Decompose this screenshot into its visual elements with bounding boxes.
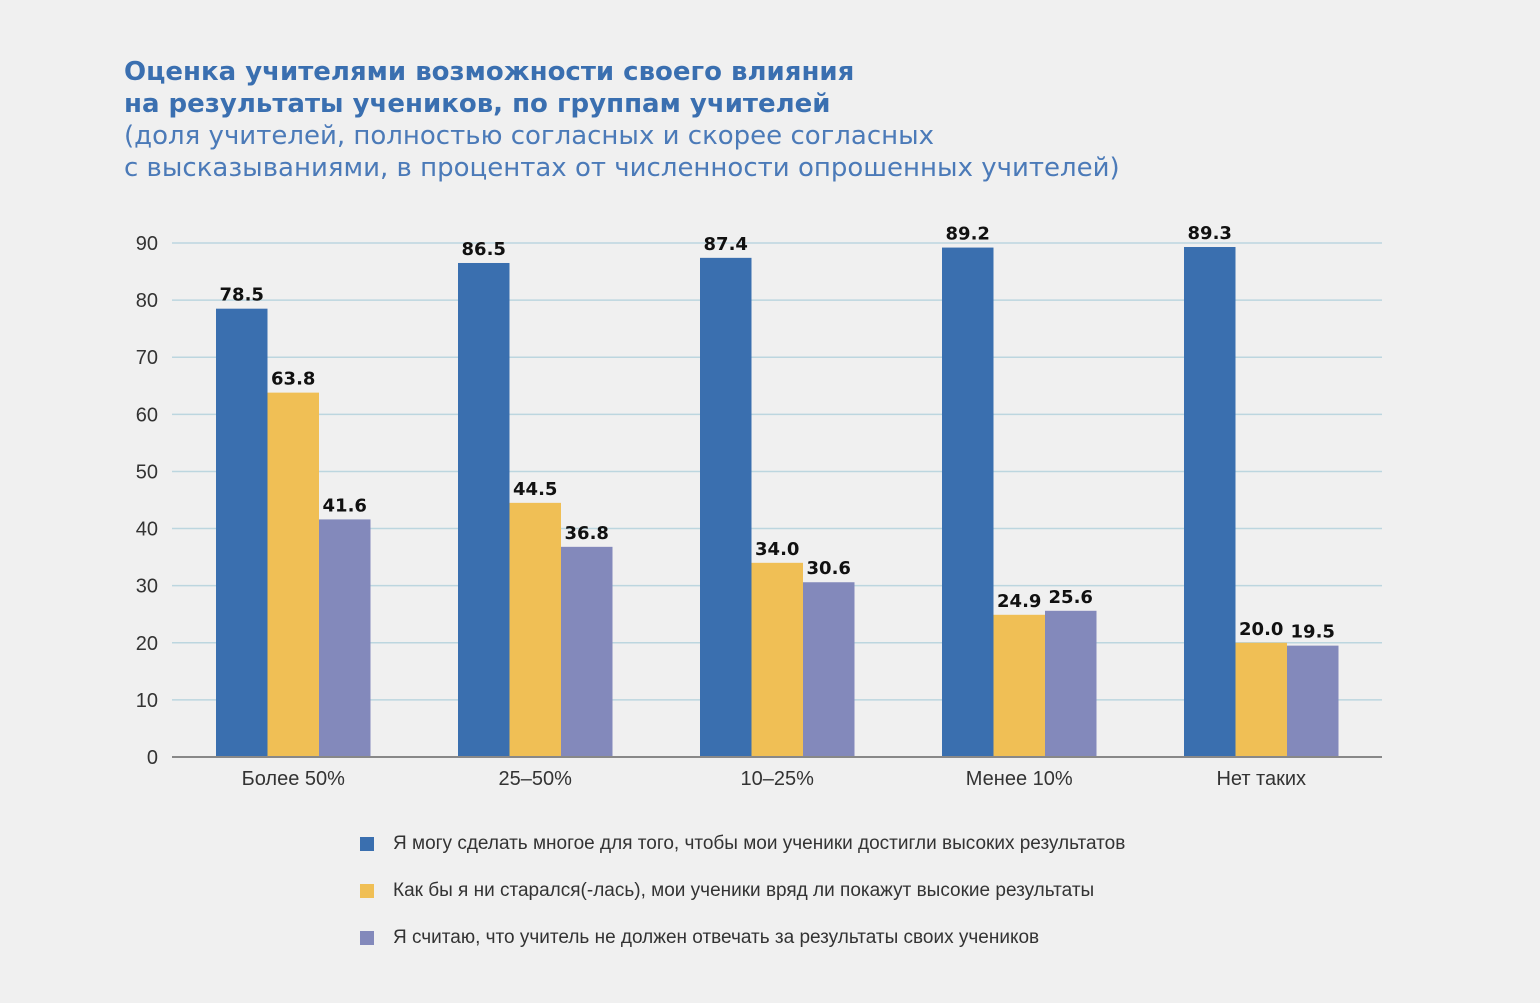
value-label-series-2-cat-5: 20.0 — [1239, 619, 1283, 640]
bar-series-3-cat-2 — [561, 546, 613, 757]
y-tick-label-60: 60 — [136, 404, 158, 426]
x-category-label-5: Нет таких — [1216, 768, 1306, 790]
chart-subtitle-line-1: (доля учителей, полностью согласных и ск… — [124, 121, 935, 151]
legend-item-series-3: Я считаю, что учитель не должен отвечать… — [360, 914, 1125, 961]
value-label-series-2-cat-2: 44.5 — [513, 479, 557, 500]
bar-series-1-cat-2 — [458, 262, 510, 757]
value-label-series-1-cat-3: 87.4 — [704, 234, 748, 255]
bar-series-1-cat-3 — [700, 257, 752, 757]
value-label-series-2-cat-4: 24.9 — [997, 591, 1041, 612]
bar-series-1-cat-4 — [942, 247, 994, 757]
value-label-series-3-cat-5: 19.5 — [1291, 622, 1335, 643]
value-label-series-2-cat-1: 63.8 — [271, 369, 315, 390]
chart-title-line-1: Оценка учителями возможности своего влия… — [124, 57, 855, 87]
y-tick-label-80: 80 — [136, 290, 158, 312]
y-tick-label-30: 30 — [136, 576, 158, 598]
value-label-series-1-cat-1: 78.5 — [220, 285, 264, 306]
legend-label-series-1: Я могу сделать многое для того, чтобы мо… — [393, 832, 1126, 854]
y-tick-label-70: 70 — [136, 347, 158, 369]
y-tick-label-50: 50 — [136, 461, 158, 483]
bar-series-2-cat-3 — [751, 562, 803, 757]
legend-label-series-3: Я считаю, что учитель не должен отвечать… — [393, 926, 1040, 948]
legend-swatch-series-1 — [360, 836, 374, 851]
bar-series-2-cat-1 — [267, 392, 319, 757]
x-category-label-1: Более 50% — [242, 768, 346, 790]
bar-series-1-cat-1 — [216, 308, 268, 757]
bar-series-3-cat-4 — [1045, 610, 1097, 757]
y-tick-label-40: 40 — [136, 519, 158, 541]
bar-series-2-cat-2 — [509, 502, 561, 757]
value-label-series-2-cat-3: 34.0 — [755, 539, 799, 560]
legend-swatch-series-3 — [360, 930, 374, 945]
legend-item-series-2: Как бы я ни старался(-лась), мои ученики… — [360, 867, 1125, 914]
bar-series-3-cat-1 — [319, 519, 371, 757]
x-category-label-3: 10–25% — [741, 768, 815, 790]
bar-series-2-cat-5 — [1235, 642, 1287, 757]
x-category-label-4: Менее 10% — [966, 768, 1073, 790]
legend-swatch-series-2 — [360, 883, 374, 898]
bar-series-3-cat-5 — [1287, 645, 1339, 757]
value-label-series-1-cat-2: 86.5 — [462, 239, 506, 260]
legend-label-series-2: Как бы я ни старался(-лась), мои ученики… — [393, 879, 1095, 901]
chart-subtitle-line-2: с высказываниями, в процентах от численн… — [124, 153, 1120, 183]
chart-heading: Оценка учителями возможности своего влия… — [124, 56, 1324, 184]
bar-series-2-cat-4 — [993, 614, 1045, 757]
value-label-series-1-cat-5: 89.3 — [1188, 223, 1232, 244]
value-label-series-3-cat-2: 36.8 — [565, 523, 609, 544]
value-label-series-3-cat-4: 25.6 — [1049, 587, 1093, 608]
y-tick-label-0: 0 — [147, 747, 158, 769]
bar-series-3-cat-3 — [803, 582, 855, 757]
chart-legend: Я могу сделать многое для того, чтобы мо… — [360, 820, 1125, 961]
x-category-label-2: 25–50% — [499, 768, 573, 790]
y-tick-label-10: 10 — [136, 690, 158, 712]
bar-series-1-cat-5 — [1184, 246, 1236, 757]
value-label-series-3-cat-3: 30.6 — [807, 558, 851, 579]
value-label-series-3-cat-1: 41.6 — [323, 495, 367, 516]
legend-item-series-1: Я могу сделать многое для того, чтобы мо… — [360, 820, 1125, 867]
y-tick-label-90: 90 — [136, 233, 158, 255]
chart-title-line-2: на результаты учеников, по группам учите… — [124, 89, 831, 119]
value-label-series-1-cat-4: 89.2 — [946, 224, 990, 245]
y-tick-label-20: 20 — [136, 633, 158, 655]
